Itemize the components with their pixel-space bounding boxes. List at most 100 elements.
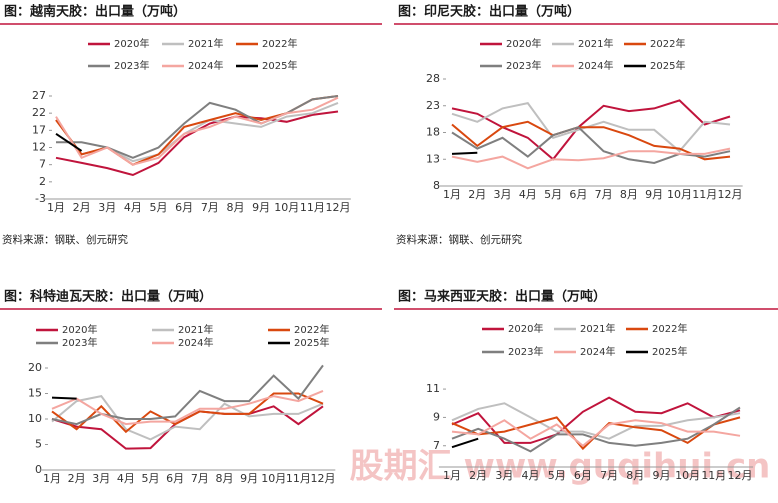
y-tick-label: 22	[32, 106, 46, 119]
x-tick-label: 12月	[311, 472, 336, 485]
legend-label: 2020年	[508, 322, 543, 335]
chart-title: 图：越南天胶：出口量（万吨）	[4, 4, 186, 20]
y-tick-label: 2	[39, 175, 46, 188]
legend-label: 2021年	[580, 322, 615, 335]
x-tick-label: 5月	[142, 472, 160, 485]
series-line	[451, 147, 731, 170]
legend-label: 2024年	[580, 345, 615, 358]
x-tick-label: 10月	[261, 472, 286, 485]
x-tick-label: 9月	[652, 469, 670, 482]
x-tick-label: 5月	[544, 188, 562, 201]
x-tick-label: 8月	[226, 201, 244, 214]
series-line	[451, 151, 478, 155]
series-line	[51, 394, 324, 441]
source-note: 资料来源：钢联、创元研究	[396, 233, 522, 246]
y-tick-label: 15	[28, 387, 42, 400]
y-tick-label: 12	[32, 141, 46, 154]
x-tick-label: 9月	[252, 201, 270, 214]
x-tick-label: 8月	[215, 472, 233, 485]
x-tick-label: 10月	[675, 469, 700, 482]
x-tick-label: 3月	[495, 469, 513, 482]
series-line	[51, 389, 324, 426]
x-tick-label: 6月	[166, 472, 184, 485]
legend-label: 2024年	[578, 59, 613, 72]
legend-label: 2022年	[650, 37, 685, 50]
x-tick-label: 10月	[667, 188, 692, 201]
x-tick-label: 4月	[519, 188, 537, 201]
x-tick-label: 11月	[300, 201, 325, 214]
x-tick-label: 9月	[645, 188, 663, 201]
x-tick-label: 2月	[469, 469, 487, 482]
series-line	[451, 101, 731, 153]
legend-label: 2022年	[262, 37, 297, 50]
legend-label: 2023年	[506, 59, 541, 72]
y-tick-label: 23	[426, 99, 440, 112]
legend-label: 2025年	[652, 345, 687, 358]
x-tick-label: 3月	[92, 472, 110, 485]
legend-label: 2023年	[508, 345, 543, 358]
legend-label: 2023年	[62, 336, 97, 349]
x-tick-label: 2月	[73, 201, 91, 214]
x-tick-label: 7月	[191, 472, 209, 485]
x-tick-label: 3月	[98, 201, 116, 214]
legend-label: 2021年	[188, 37, 223, 50]
y-tick-label: 18	[426, 126, 440, 139]
source-note: 资料来源：钢联、创元研究	[2, 233, 128, 246]
chart-title: 图：科特迪瓦天胶：出口量（万吨）	[4, 289, 212, 305]
series-line	[56, 95, 339, 159]
x-tick-label: 11月	[692, 188, 717, 201]
x-tick-label: 11月	[701, 469, 726, 482]
legend-label: 2024年	[188, 59, 223, 72]
y-tick-label: 10	[28, 412, 42, 425]
x-tick-label: 9月	[240, 472, 258, 485]
x-tick-label: 12月	[718, 188, 743, 201]
legend-label: 2020年	[62, 323, 97, 336]
x-tick-label: 7月	[595, 188, 613, 201]
legend-label: 2021年	[178, 323, 213, 336]
legend-label: 2021年	[578, 37, 613, 50]
series-line	[55, 110, 339, 177]
legend-label: 2022年	[294, 323, 329, 336]
y-tick-label: 5	[35, 438, 42, 451]
x-tick-label: 1月	[47, 201, 65, 214]
x-tick-label: 3月	[494, 188, 512, 201]
legend-label: 2020年	[114, 37, 149, 50]
y-tick-label: 17	[32, 123, 46, 136]
y-tick-label: 0	[35, 463, 42, 476]
x-tick-label: 8月	[626, 469, 644, 482]
y-tick-label: 9	[433, 410, 440, 423]
series-line	[55, 132, 83, 152]
x-tick-label: 5月	[548, 469, 566, 482]
legend-label: 2022年	[652, 322, 687, 335]
x-tick-label: 11月	[286, 472, 311, 485]
legend-label: 2025年	[650, 59, 685, 72]
y-tick-label: 8	[433, 179, 440, 192]
legend-label: 2024年	[178, 336, 213, 349]
x-tick-label: 6月	[574, 469, 592, 482]
x-tick-label: 4月	[522, 469, 540, 482]
legend-label: 2025年	[294, 336, 329, 349]
x-tick-label: 7月	[201, 201, 219, 214]
x-tick-label: 12月	[728, 469, 753, 482]
series-line	[451, 419, 741, 448]
y-tick-label: -3	[35, 192, 46, 205]
y-tick-label: 7	[39, 158, 46, 171]
series-line	[51, 364, 324, 426]
x-tick-label: 1月	[443, 188, 461, 201]
series-line	[451, 406, 741, 453]
x-tick-label: 5月	[150, 201, 168, 214]
x-tick-label: 2月	[68, 472, 86, 485]
legend-label: 2023年	[114, 59, 149, 72]
y-tick-label: 13	[426, 152, 440, 165]
legend-label: 2025年	[262, 59, 297, 72]
series-line	[451, 120, 731, 161]
x-tick-label: 2月	[468, 188, 486, 201]
x-tick-label: 7月	[600, 469, 618, 482]
x-tick-label: 4月	[117, 472, 135, 485]
y-tick-label: 28	[426, 72, 440, 85]
y-tick-label: 7	[433, 439, 440, 452]
x-tick-label: 8月	[620, 188, 638, 201]
x-tick-label: 1月	[443, 469, 461, 482]
legend-label: 2020年	[506, 37, 541, 50]
